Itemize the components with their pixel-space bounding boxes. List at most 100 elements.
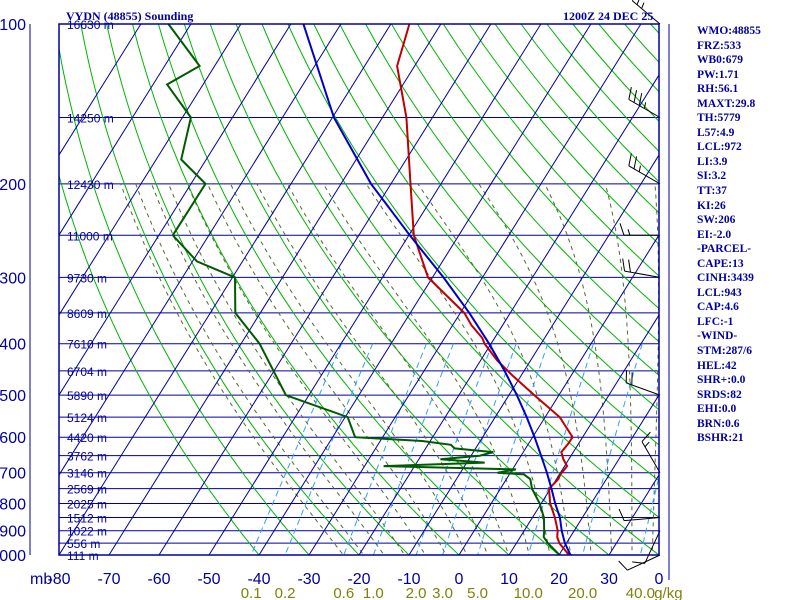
temperature-tick-label: 0 xyxy=(655,571,664,588)
wind-barb-flag xyxy=(641,431,651,442)
index-item: RH:56.1 xyxy=(697,83,739,96)
wind-barb-flag xyxy=(628,259,631,273)
moist-adiabat-line xyxy=(365,183,551,555)
index-item: CINH:3439 xyxy=(697,272,754,285)
index-item: SRDS:82 xyxy=(697,388,742,401)
wind-barb xyxy=(618,554,661,571)
mixing-ratio-label: 3.0 xyxy=(432,585,453,600)
wind-barb xyxy=(625,370,661,396)
sounding-time: 1200Z 24 DEC 25 xyxy=(563,9,654,23)
isotherm-line xyxy=(558,394,659,555)
wind-barb-flag xyxy=(628,153,632,166)
dry-adiabat-line xyxy=(209,24,610,555)
wind-barb-staff xyxy=(628,165,661,185)
mixing-ratio-label: 0.1 xyxy=(241,585,262,600)
height-label: 6704 m xyxy=(67,365,107,379)
wind-barb-flag xyxy=(628,87,632,100)
temperature-tick-label: 30 xyxy=(600,571,618,588)
temperature-tick-label: -50 xyxy=(197,571,220,588)
moist-adiabat-line xyxy=(207,183,447,555)
index-item: LCL:972 xyxy=(697,141,742,154)
moist-adiabat-line xyxy=(544,183,613,555)
wind-barb-flag xyxy=(633,156,638,169)
wind-barb-flag xyxy=(636,0,640,5)
moist-adiabat-line xyxy=(120,183,344,555)
mixing-ratio-line xyxy=(284,343,374,555)
moist-adiabat-line xyxy=(168,183,406,555)
temperature-tick-label: -30 xyxy=(297,571,320,588)
isotherm-line xyxy=(408,154,659,555)
wind-barb-staff xyxy=(641,441,661,473)
moist-adiabat-line xyxy=(135,183,365,555)
indices-panel: WMO:48855 FRZ:533 WB0:679 PW:1.71 RH:56.1 MAX… xyxy=(697,24,761,446)
mixing-ratio-label: 5.0 xyxy=(467,585,488,600)
dry-adiabat-line xyxy=(442,24,659,277)
height-label: 11000 m xyxy=(67,229,113,243)
index-item: LI:3.9 xyxy=(697,155,728,168)
index-item: STM:287/6 xyxy=(697,345,752,358)
temperature-tick-label: -70 xyxy=(97,571,120,588)
wind-barb xyxy=(619,223,660,236)
chart-title: VYDN (48855) Sounding xyxy=(66,9,194,23)
index-item: SW:206 xyxy=(697,214,736,227)
dry-adiabat-line xyxy=(157,24,510,555)
isotherm-line xyxy=(108,24,442,555)
wind-barb-half-flag xyxy=(638,165,641,172)
height-label: 12430 m xyxy=(67,178,114,192)
profile-lines xyxy=(165,24,576,555)
temperature-tick-label: 10 xyxy=(500,571,518,588)
pressure-label: 600 xyxy=(0,430,26,447)
axis-labels: 1002003004005006007008009001000mb16630 m… xyxy=(0,17,683,600)
isotherm-line xyxy=(59,24,242,316)
temperature-tick-label: -60 xyxy=(147,571,170,588)
index-item: L57:4.9 xyxy=(697,126,735,139)
height-label: 556 m xyxy=(67,537,100,551)
pressure-label: 700 xyxy=(0,466,26,483)
index-item: MAXT:29.8 xyxy=(697,97,756,110)
pressure-unit-label: mb xyxy=(30,571,52,588)
moist-adiabat-line xyxy=(256,183,489,555)
moist-adiabat-line xyxy=(230,183,468,555)
dry-adiabat-line xyxy=(59,45,310,555)
index-item: CAPE:13 xyxy=(697,257,744,270)
temperature-tick-label: -80 xyxy=(47,571,70,588)
height-label: 9730 m xyxy=(67,271,107,285)
wind-barb xyxy=(641,431,661,473)
isotherm-line xyxy=(158,24,492,555)
index-item: TT:37 xyxy=(697,185,727,198)
index-item: SHR+:0.0 xyxy=(697,374,746,387)
dry-adiabat-line xyxy=(416,24,659,310)
wind-barb-flag xyxy=(618,560,628,571)
index-item: EHI:0.0 xyxy=(697,403,737,416)
wind-barbs xyxy=(618,0,661,571)
isotherm-line xyxy=(59,24,292,396)
index-item: WMO:48855 xyxy=(697,25,761,37)
height-label: 5124 m xyxy=(67,411,107,425)
dry-adiabat-line xyxy=(287,24,659,482)
mixing-ratio-line xyxy=(250,343,343,555)
height-label: 16630 m xyxy=(67,18,114,32)
height-label: 2569 m xyxy=(67,483,107,497)
wind-barb xyxy=(618,508,661,522)
mixing-ratio-label: 2.0 xyxy=(406,585,427,600)
dry-adiabat-line xyxy=(261,24,659,519)
index-item: TH:5779 xyxy=(697,112,741,125)
height-label: 3146 m xyxy=(67,467,107,481)
height-label: 14250 m xyxy=(67,112,114,126)
dry-adiabat-line xyxy=(80,24,360,555)
plot-frame xyxy=(58,23,660,556)
height-label: 1512 m xyxy=(67,512,107,526)
background-lines xyxy=(59,24,659,555)
moist-adiabat-line xyxy=(604,183,633,555)
moist-adiabat-line xyxy=(417,183,572,555)
index-item: BSHR:21 xyxy=(697,432,744,445)
temperature-tick-label: -20 xyxy=(347,571,370,588)
temperature-tick-label: 0 xyxy=(455,571,464,588)
mixing-ratio-label: 40.0 xyxy=(626,585,655,600)
height-label: 2025 m xyxy=(67,498,107,512)
wind-barb-staff xyxy=(627,554,661,571)
index-item: EI:-2.0 xyxy=(697,228,732,241)
mixing-ratio-label: 10.0 xyxy=(514,585,543,600)
mixing-ratio-label: 0.6 xyxy=(333,585,354,600)
wind-barb-flag xyxy=(631,0,634,2)
